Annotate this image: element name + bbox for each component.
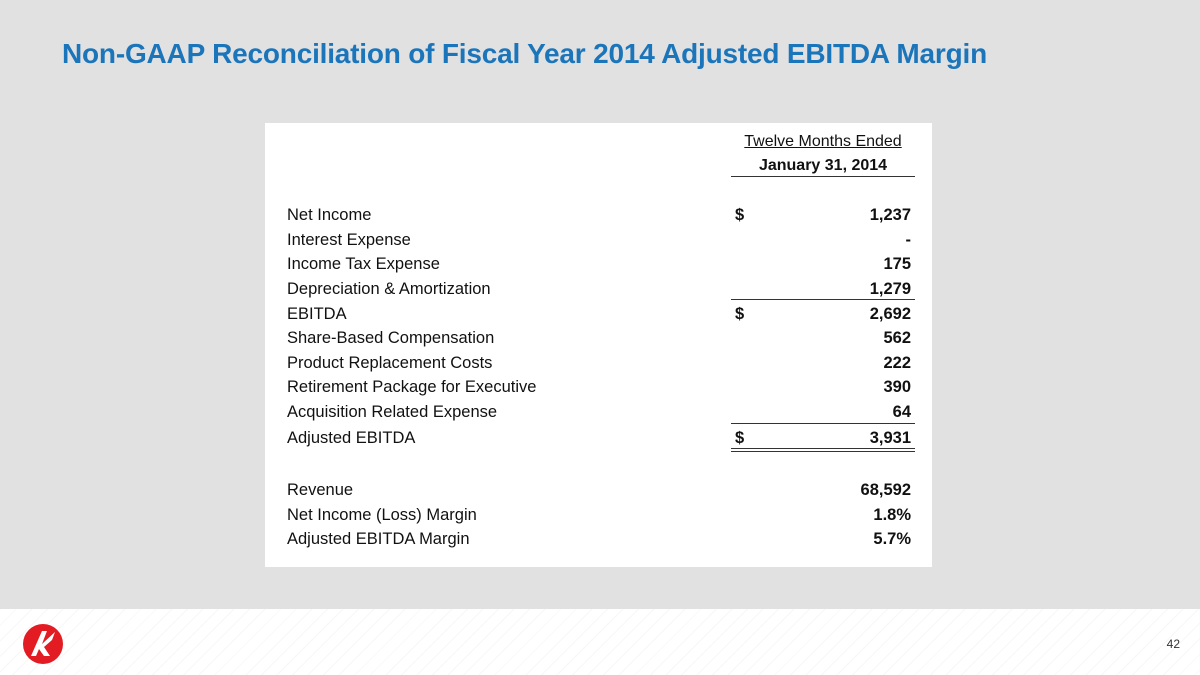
row-value: - — [905, 231, 912, 249]
table-row-share-based-comp: Share-Based Compensation 562 — [287, 329, 915, 351]
row-label: EBITDA — [287, 305, 347, 323]
row-value: 1,237 — [869, 206, 911, 224]
table-row-ebitda: EBITDA $ 2,692 — [287, 305, 915, 327]
row-value: 68,592 — [860, 481, 911, 499]
table-row-acquisition-expense: Acquisition Related Expense 64 — [287, 403, 915, 425]
row-label: Revenue — [287, 481, 354, 499]
subtotal-rule — [731, 299, 915, 300]
subtotal-rule — [731, 423, 915, 424]
column-header-period: Twelve Months Ended — [744, 133, 902, 150]
row-label: Interest Expense — [287, 231, 411, 249]
slide-footer: 42 — [0, 609, 1200, 675]
row-currency: $ — [735, 429, 745, 447]
row-label: Net Income — [287, 206, 372, 224]
table-row-net-income-margin: Net Income (Loss) Margin 1.8% — [287, 506, 915, 528]
reconciliation-table: Twelve Months Ended January 31, 2014 Net… — [265, 123, 932, 567]
table-row-net-income: Net Income $ 1,237 — [287, 206, 915, 228]
row-label: Product Replacement Costs — [287, 354, 493, 372]
row-value: 2,692 — [869, 305, 911, 323]
row-label: Adjusted EBITDA — [287, 429, 416, 447]
table-row-retirement-package: Retirement Package for Executive 390 — [287, 378, 915, 400]
table-row-depreciation: Depreciation & Amortization 1,279 — [287, 280, 915, 302]
row-label: Net Income (Loss) Margin — [287, 506, 477, 524]
column-header-date: January 31, 2014 — [731, 157, 915, 177]
page-number: 42 — [1166, 637, 1180, 651]
row-value: 64 — [892, 403, 911, 421]
table-row-adjusted-ebitda: Adjusted EBITDA $ 3,931 — [287, 429, 915, 451]
row-label: Income Tax Expense — [287, 255, 440, 273]
table-row-product-replacement: Product Replacement Costs 222 — [287, 354, 915, 376]
row-currency: $ — [735, 206, 745, 224]
table-row-interest-expense: Interest Expense - — [287, 231, 915, 253]
row-value: 562 — [883, 329, 911, 347]
row-value: 5.7% — [873, 530, 911, 548]
row-label: Adjusted EBITDA Margin — [287, 530, 470, 548]
row-label: Share-Based Compensation — [287, 329, 495, 347]
total-double-rule — [731, 448, 915, 452]
row-value: 175 — [883, 255, 911, 273]
row-value: 1,279 — [869, 280, 911, 298]
row-label: Acquisition Related Expense — [287, 403, 498, 421]
table-row-income-tax: Income Tax Expense 175 — [287, 255, 915, 277]
row-value: 3,931 — [869, 429, 911, 447]
company-logo-icon — [23, 624, 63, 664]
table-row-adjusted-ebitda-margin: Adjusted EBITDA Margin 5.7% — [287, 530, 915, 552]
row-label: Depreciation & Amortization — [287, 280, 491, 298]
row-label: Retirement Package for Executive — [287, 378, 537, 396]
row-value: 390 — [883, 378, 911, 396]
table-row-revenue: Revenue 68,592 — [287, 481, 915, 503]
row-value: 222 — [883, 354, 911, 372]
slide-title: Non-GAAP Reconciliation of Fiscal Year 2… — [62, 38, 988, 69]
row-value: 1.8% — [873, 506, 911, 524]
row-currency: $ — [735, 305, 745, 323]
